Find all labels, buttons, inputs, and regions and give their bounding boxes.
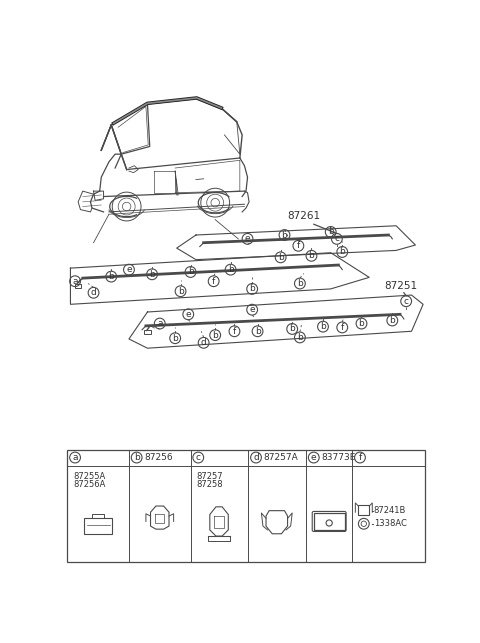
Text: e: e [311, 453, 317, 462]
Text: 87255A: 87255A [73, 472, 106, 481]
Text: b: b [108, 272, 114, 281]
Text: b: b [255, 327, 261, 336]
Text: b: b [134, 453, 140, 462]
Bar [314, 513, 345, 530]
Bar [67, 450, 425, 562]
Text: 87257A: 87257A [264, 453, 299, 462]
Text: b: b [278, 253, 284, 262]
Text: b: b [149, 270, 155, 279]
Text: 87256A: 87256A [73, 480, 106, 489]
Text: 1338AC: 1338AC [374, 520, 407, 529]
Text: b: b [188, 267, 193, 276]
Text: b: b [320, 322, 326, 331]
Text: a: a [157, 319, 163, 328]
Text: a: a [72, 453, 78, 462]
Text: 87241B: 87241B [374, 506, 406, 515]
Text: c: c [335, 234, 339, 243]
Text: d: d [201, 338, 206, 347]
Text: b: b [289, 325, 295, 334]
Text: b: b [389, 316, 395, 325]
Text: a: a [72, 276, 78, 285]
Text: b: b [328, 228, 334, 237]
Text: b: b [249, 284, 255, 293]
Text: 83773E: 83773E [322, 453, 356, 462]
Text: d: d [253, 453, 259, 462]
Text: 87261: 87261 [287, 211, 320, 221]
Text: b: b [212, 331, 218, 340]
Text: b: b [339, 248, 345, 257]
Text: f: f [233, 327, 236, 336]
Text: e: e [249, 305, 255, 314]
Text: 87251: 87251 [384, 281, 418, 291]
Text: d: d [91, 288, 96, 297]
Text: b: b [297, 333, 303, 342]
Bar [84, 518, 112, 534]
Text: b: b [359, 319, 364, 328]
Text: b: b [172, 334, 178, 343]
Text: b: b [309, 251, 314, 260]
Text: f: f [359, 453, 361, 462]
Text: 87258: 87258 [197, 480, 223, 489]
Text: b: b [297, 279, 303, 288]
Text: c: c [196, 453, 201, 462]
Text: e: e [185, 310, 191, 319]
Text: e: e [245, 234, 251, 243]
Text: f: f [297, 241, 300, 250]
Bar [75, 284, 81, 288]
Text: e: e [126, 265, 132, 274]
Text: b: b [178, 287, 183, 296]
Text: b: b [228, 265, 233, 274]
Text: f: f [341, 323, 344, 332]
Bar [144, 330, 151, 334]
Text: b: b [282, 230, 288, 239]
Text: c: c [404, 296, 408, 305]
Text: 87256: 87256 [144, 453, 173, 462]
Text: 87257: 87257 [197, 472, 223, 481]
Text: f: f [212, 276, 216, 285]
